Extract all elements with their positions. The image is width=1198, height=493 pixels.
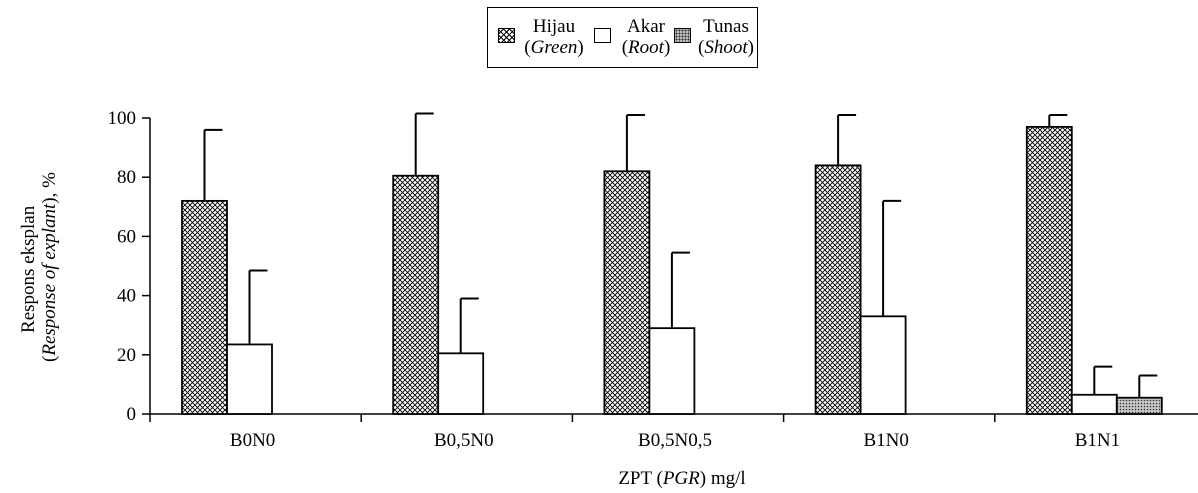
plot-area: 0 20 40 60 80 100 B0N0 B0,5N0 B0,5N0,5 B1N0 B1N1 — [108, 108, 1198, 451]
legend-label-green: Hijau — [532, 16, 576, 37]
bar-shoot — [1115, 396, 1163, 415]
bar-root — [648, 327, 696, 415]
legend-sublabel-root: Root — [628, 37, 664, 58]
x-tick-label: B1N1 — [1075, 430, 1120, 451]
bar-green — [181, 199, 228, 415]
bar-root — [226, 343, 273, 415]
legend: Hijau (Green) Akar (Root) Tunas (Shoot) — [487, 7, 758, 68]
legend-item-shoot: Tunas (Shoot) — [674, 16, 754, 60]
legend-swatch-root — [594, 28, 611, 43]
bar-green — [814, 164, 862, 415]
legend-sublabel-green: Green — [530, 37, 578, 58]
legend-swatch-green — [498, 28, 515, 43]
y-axis-label: Respons eksplan (Response of explant), % — [18, 172, 60, 362]
x-tick-label: B0N0 — [230, 430, 275, 451]
legend-sublabel-shoot: Shoot — [704, 37, 748, 58]
y-tick-label: 40 — [117, 286, 136, 307]
bar-root — [1070, 393, 1118, 415]
legend-swatch-shoot — [674, 28, 691, 43]
bar-root — [859, 315, 907, 415]
bar-green — [392, 174, 440, 415]
bar-root — [437, 352, 485, 415]
x-tick-label: B0,5N0,5 — [638, 430, 712, 451]
legend-label-shoot: Tunas — [703, 16, 749, 37]
y-tick-label: 80 — [117, 167, 136, 188]
x-tick-label: B0,5N0 — [434, 430, 494, 451]
bar-green — [603, 170, 651, 415]
x-axis-label: ZPT (PGR) mg/l — [618, 468, 745, 489]
legend-item-green: Hijau (Green) — [498, 16, 590, 60]
y-tick-label: 60 — [117, 226, 136, 247]
y-tick-label: 20 — [117, 345, 136, 366]
legend-label-root: Akar — [627, 16, 665, 37]
legend-item-root: Akar (Root) — [594, 16, 674, 60]
y-tick-label: 0 — [127, 404, 137, 425]
y-tick-label: 100 — [108, 108, 137, 129]
bar-green — [1025, 125, 1073, 415]
x-tick-label: B1N0 — [863, 430, 908, 451]
